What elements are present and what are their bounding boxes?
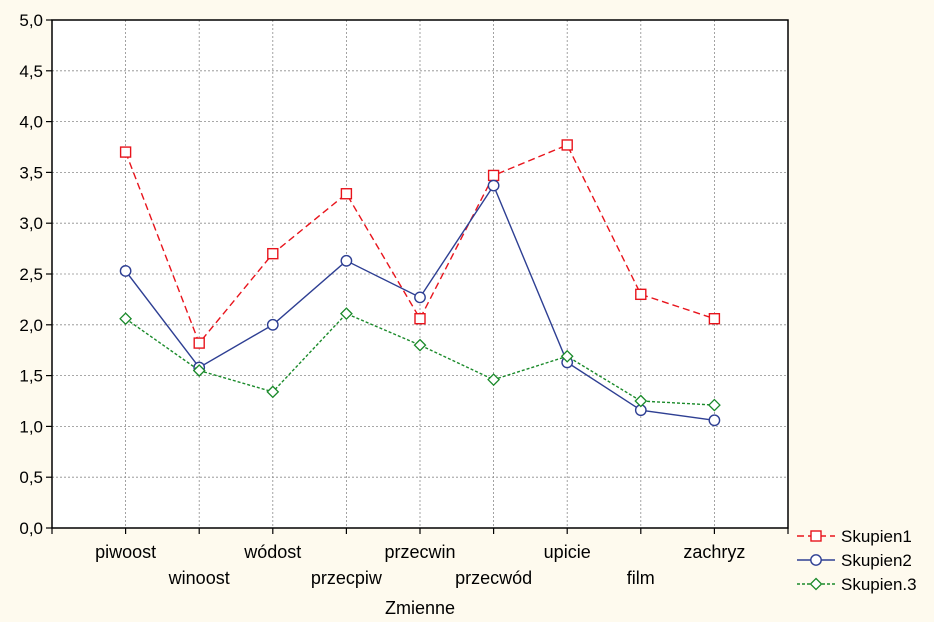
grid-lines — [52, 20, 788, 528]
data-point — [487, 169, 500, 182]
legend-swatch-marker — [810, 554, 822, 566]
y-tick-label: 0,0 — [19, 519, 43, 538]
y-tick-label: 2,5 — [19, 265, 43, 284]
series-line — [125, 312, 715, 406]
legend-item: Skupien2 — [797, 551, 912, 570]
data-point — [560, 349, 574, 363]
x-tick-label: upicie — [544, 542, 591, 562]
data-series — [119, 139, 721, 427]
data-point — [267, 247, 279, 260]
data-point — [339, 307, 353, 321]
x-tick-label: zachryz — [683, 542, 745, 562]
data-point — [192, 364, 206, 377]
data-point — [414, 291, 426, 304]
data-point — [634, 394, 648, 408]
series-1 — [119, 139, 721, 349]
data-point — [119, 265, 132, 277]
data-point — [635, 288, 647, 301]
y-tick-label: 0,5 — [19, 468, 43, 487]
data-point — [487, 179, 500, 192]
legend-swatch-marker — [809, 577, 823, 591]
legend-label: Skupien2 — [841, 551, 912, 570]
data-point — [414, 313, 426, 325]
legend-item: Skupien.3 — [797, 575, 917, 594]
axes: 0,0 0,5 1,0 1,5 2,0 2,5 3,0 3,5 4,0 4,5 5,0 piwoost… — [19, 11, 789, 588]
y-tick-label: 4,0 — [19, 113, 43, 132]
legend: Skupien1 Skupien2 Skupien.3 — [797, 527, 917, 594]
y-tick-label: 1,5 — [19, 367, 43, 386]
series-2 — [119, 179, 721, 427]
data-point — [266, 318, 279, 331]
legend-label: Skupien.3 — [841, 575, 917, 594]
y-tick-label: 3,5 — [19, 163, 43, 182]
y-tick-label: 2,0 — [19, 316, 43, 335]
legend-swatch-marker — [810, 530, 822, 542]
legend-item: Skupien1 — [797, 527, 912, 546]
y-tick-label: 4,5 — [19, 62, 43, 81]
series-line — [124, 144, 715, 345]
data-point — [561, 139, 573, 151]
x-tick-label: przecwód — [455, 568, 532, 588]
data-point — [266, 385, 280, 399]
x-tick-label: piwoost — [95, 542, 156, 562]
x-axis-title: Zmienne — [385, 598, 455, 618]
data-point — [119, 146, 132, 158]
x-tick-label: przecpiw — [311, 568, 383, 588]
data-point — [708, 313, 721, 325]
data-point — [340, 188, 353, 200]
data-point — [340, 254, 353, 267]
y-tick-label: 5,0 — [19, 11, 43, 30]
data-point — [487, 373, 501, 387]
data-point — [119, 312, 133, 326]
x-tick-label: przecwin — [384, 542, 455, 562]
x-tick-label: winoost — [168, 568, 230, 588]
data-point — [708, 414, 721, 427]
data-point — [707, 398, 721, 412]
legend-label: Skupien1 — [841, 527, 912, 546]
data-point — [413, 338, 427, 352]
series-3 — [119, 307, 721, 412]
data-point — [193, 337, 205, 349]
y-tick-label: 3,0 — [19, 214, 43, 233]
x-tick-label: wódost — [243, 542, 301, 562]
y-tick-label: 1,0 — [19, 417, 43, 436]
x-tick-label: film — [627, 568, 655, 588]
